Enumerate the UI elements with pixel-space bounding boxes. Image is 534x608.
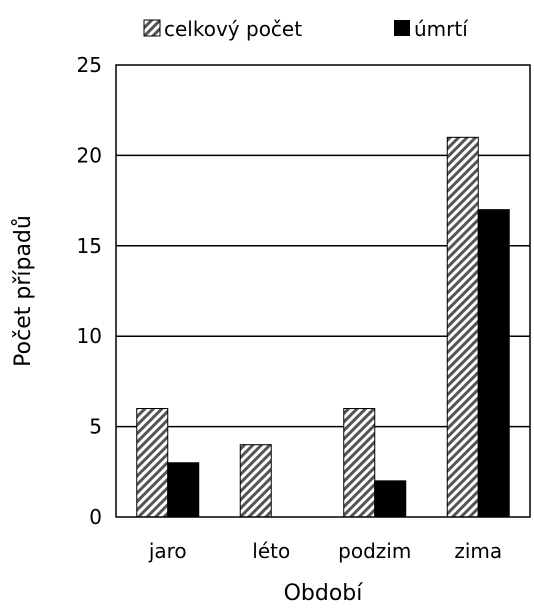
legend-swatch-umrti [394,20,410,36]
y-axis-ticks: 0 5 10 15 20 25 [77,53,102,529]
legend: celkový počet úmrtí [143,17,469,41]
x-category-label: podzim [338,539,411,563]
y-axis-title: Počet případů [11,215,36,367]
y-tick-label: 20 [77,143,102,167]
bar-umrti-0 [167,462,200,518]
bars [136,136,510,518]
bar-umrti-2 [374,480,407,518]
y-tick-label: 0 [89,505,102,529]
legend-label-celkovy-pocet: celkový počet [164,17,302,41]
y-tick-label: 5 [89,415,102,439]
legend-swatch-celkovy-pocet [143,19,161,37]
bar-celkovy-pocet-2 [343,408,376,518]
x-category-label: jaro [148,539,187,563]
x-category-label: zima [454,539,502,563]
x-axis-categories: jaro léto podzim zima [148,539,502,563]
y-tick-label: 25 [77,53,102,77]
bar-celkovy-pocet-0 [136,408,169,518]
bar-celkovy-pocet-3 [446,136,479,518]
x-category-label: léto [252,539,290,563]
plot-area-frame [115,64,531,518]
y-tick-label: 10 [77,324,102,348]
bar-celkovy-pocet-1 [239,444,272,518]
legend-label-umrti: úmrtí [414,17,469,41]
y-tick-label: 15 [77,234,102,258]
bar-umrti-3 [477,209,510,518]
x-axis-title: Období [284,581,364,606]
